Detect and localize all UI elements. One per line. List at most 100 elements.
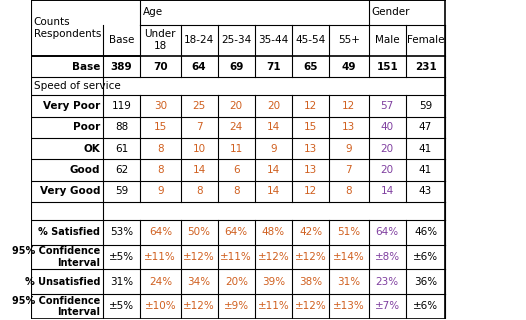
Text: ±11%: ±11% (220, 252, 252, 262)
Text: 20: 20 (381, 144, 394, 154)
Text: 35-44: 35-44 (258, 35, 289, 45)
Text: 57: 57 (381, 101, 394, 111)
Text: ±12%: ±12% (183, 301, 215, 311)
Text: 20%: 20% (225, 277, 248, 287)
Text: % Unsatisfied: % Unsatisfied (25, 277, 100, 287)
Text: 46%: 46% (414, 228, 437, 237)
Text: 13: 13 (304, 165, 317, 175)
Text: 14: 14 (267, 165, 280, 175)
Text: ±13%: ±13% (333, 301, 365, 311)
Text: 12: 12 (342, 101, 356, 111)
Text: 13: 13 (342, 122, 356, 132)
Text: Counts
Respondents: Counts Respondents (34, 17, 101, 39)
Text: ±12%: ±12% (295, 252, 326, 262)
Text: 31%: 31% (110, 277, 133, 287)
Text: 64%: 64% (376, 228, 399, 237)
Text: 12: 12 (304, 186, 317, 196)
Text: ±10%: ±10% (145, 301, 176, 311)
Text: 8: 8 (233, 186, 240, 196)
Text: Female: Female (407, 35, 444, 45)
Text: ±11%: ±11% (258, 301, 289, 311)
Text: 7: 7 (346, 165, 352, 175)
Text: 59: 59 (115, 186, 128, 196)
Text: ±12%: ±12% (295, 301, 326, 311)
Text: 40: 40 (381, 122, 394, 132)
Text: Base: Base (109, 35, 134, 45)
Text: 7: 7 (196, 122, 203, 132)
Text: ±5%: ±5% (109, 301, 134, 311)
Text: 49: 49 (341, 61, 356, 72)
Text: ±6%: ±6% (413, 301, 438, 311)
Text: 25: 25 (193, 101, 206, 111)
Text: 18-24: 18-24 (184, 35, 214, 45)
Text: Very Good: Very Good (40, 186, 100, 196)
Text: 12: 12 (304, 101, 317, 111)
Text: 47: 47 (419, 122, 432, 132)
Text: 43: 43 (419, 186, 432, 196)
Text: 119: 119 (112, 101, 132, 111)
Text: 20: 20 (230, 101, 243, 111)
Text: ±9%: ±9% (224, 301, 249, 311)
Text: 8: 8 (157, 144, 164, 154)
Text: 20: 20 (381, 165, 394, 175)
Text: 6: 6 (233, 165, 240, 175)
Text: 11: 11 (230, 144, 243, 154)
Text: 20: 20 (267, 101, 280, 111)
Text: 95% Confidence
Interval: 95% Confidence Interval (12, 296, 100, 317)
Text: 70: 70 (153, 61, 168, 72)
Text: 41: 41 (419, 144, 432, 154)
Text: 71: 71 (266, 61, 281, 72)
Text: 30: 30 (154, 101, 167, 111)
Text: ±7%: ±7% (375, 301, 400, 311)
Text: Poor: Poor (73, 122, 100, 132)
Text: 39%: 39% (262, 277, 285, 287)
Text: ±8%: ±8% (375, 252, 400, 262)
Text: 15: 15 (304, 122, 317, 132)
Text: 8: 8 (196, 186, 203, 196)
Text: 14: 14 (381, 186, 394, 196)
Text: 8: 8 (157, 165, 164, 175)
Text: ±12%: ±12% (183, 252, 215, 262)
Text: 42%: 42% (299, 228, 322, 237)
Text: Under
18: Under 18 (145, 29, 176, 51)
Text: 51%: 51% (337, 228, 360, 237)
Text: Speed of service: Speed of service (34, 81, 120, 91)
Text: 14: 14 (193, 165, 206, 175)
Text: Very Poor: Very Poor (43, 101, 100, 111)
Text: 64%: 64% (149, 228, 172, 237)
Text: 64%: 64% (225, 228, 248, 237)
Text: 61: 61 (115, 144, 128, 154)
Text: 38%: 38% (299, 277, 322, 287)
Text: 14: 14 (267, 186, 280, 196)
Text: 24%: 24% (149, 277, 172, 287)
Text: 64: 64 (192, 61, 207, 72)
Text: 34%: 34% (188, 277, 211, 287)
Text: 53%: 53% (110, 228, 133, 237)
Text: Base: Base (72, 61, 100, 72)
Text: 10: 10 (193, 144, 206, 154)
Text: ±11%: ±11% (145, 252, 176, 262)
Text: 95% Confidence
Interval: 95% Confidence Interval (12, 246, 100, 268)
Text: 24: 24 (230, 122, 243, 132)
Text: 9: 9 (157, 186, 164, 196)
Text: OK: OK (84, 144, 100, 154)
Text: 8: 8 (346, 186, 352, 196)
Text: 65: 65 (304, 61, 318, 72)
Text: Age: Age (143, 7, 163, 17)
Text: 15: 15 (154, 122, 167, 132)
Text: 36%: 36% (414, 277, 437, 287)
Text: 14: 14 (267, 122, 280, 132)
Text: 41: 41 (419, 165, 432, 175)
Text: Male: Male (375, 35, 400, 45)
Text: 55+: 55+ (338, 35, 360, 45)
Text: ±14%: ±14% (333, 252, 365, 262)
Text: 69: 69 (229, 61, 244, 72)
Text: 23%: 23% (376, 277, 399, 287)
Text: Gender: Gender (371, 7, 410, 17)
Text: 13: 13 (304, 144, 317, 154)
Text: 45-54: 45-54 (296, 35, 326, 45)
Text: 389: 389 (110, 61, 133, 72)
Text: 31%: 31% (337, 277, 360, 287)
Text: 151: 151 (376, 61, 398, 72)
Text: 9: 9 (270, 144, 277, 154)
